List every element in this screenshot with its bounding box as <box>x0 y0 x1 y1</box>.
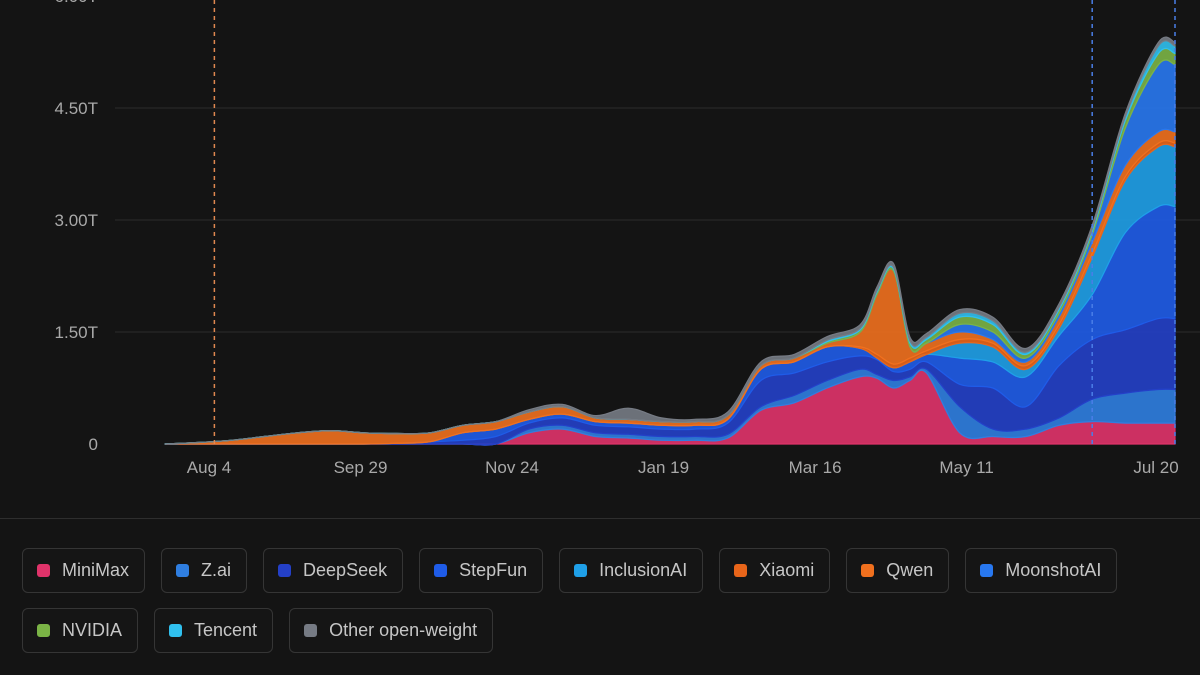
legend-row: MiniMax Z.ai DeepSeek StepFun InclusionAI Xia… <box>22 548 1192 593</box>
reference-lines <box>213 0 1176 444</box>
area-other-open-weight[interactable] <box>164 36 1176 445</box>
legend-item-moonshotai[interactable]: MoonshotAI <box>965 548 1118 593</box>
legend-label: InclusionAI <box>599 560 688 580</box>
legend-swatch <box>169 624 183 637</box>
y-tick-label: 4.50T <box>55 99 98 118</box>
legend-swatch <box>434 564 448 577</box>
legend-item-stepfun[interactable]: StepFun <box>419 548 544 593</box>
legend-label: DeepSeek <box>303 560 388 580</box>
series-areas <box>164 36 1176 446</box>
legend-item-xiaomi[interactable]: Xiaomi <box>719 548 831 593</box>
x-tick-label: May 11 <box>939 458 994 477</box>
legend-swatch <box>37 624 50 637</box>
legend-swatch <box>574 564 588 577</box>
y-tick-label: 0 <box>89 435 98 454</box>
x-tick-label: Jul 20 <box>1133 458 1178 477</box>
legend-item-inclusionai[interactable]: InclusionAI <box>559 548 704 593</box>
legend-label: Tencent <box>194 620 258 640</box>
x-axis-ticks: Aug 4 Sep 29 Nov 24 Jan 19 Mar 16 May 11 Jul 2… <box>187 458 1179 477</box>
legend: MiniMax Z.ai DeepSeek StepFun InclusionAI Xia… <box>22 548 1192 668</box>
x-tick-label: Nov 24 <box>485 458 539 477</box>
legend-row: NVIDIA Tencent Other open-weight <box>22 608 1192 653</box>
legend-swatch <box>278 564 292 577</box>
legend-item-qwen[interactable]: Qwen <box>846 548 950 593</box>
legend-item-nvidia[interactable]: NVIDIA <box>22 608 139 653</box>
legend-swatch <box>734 564 748 577</box>
x-tick-label: Aug 4 <box>187 458 231 477</box>
grid-lines <box>115 107 1200 333</box>
legend-swatch <box>980 564 994 577</box>
y-tick-label: 3.00T <box>55 211 98 230</box>
stacked-area-chart: 0 1.50T 3.00T 4.50T 6.00T Aug 4 Sep 29 Nov 24 J… <box>55 0 1200 477</box>
legend-item-deepseek[interactable]: DeepSeek <box>263 548 404 593</box>
x-tick-label: Mar 16 <box>789 458 842 477</box>
legend-label: MoonshotAI <box>1005 560 1102 580</box>
legend-label: Xiaomi <box>759 560 815 580</box>
legend-swatch <box>37 564 50 577</box>
y-axis-ticks: 0 1.50T 3.00T 4.50T 6.00T <box>55 0 98 454</box>
legend-item-z-ai[interactable]: Z.ai <box>161 548 248 593</box>
legend-label: Z.ai <box>201 560 232 580</box>
legend-label: Qwen <box>886 560 934 580</box>
legend-swatch <box>861 564 875 577</box>
legend-swatch <box>304 624 318 637</box>
x-tick-label: Sep 29 <box>334 458 388 477</box>
legend-label: MiniMax <box>62 560 130 580</box>
y-tick-label: 1.50T <box>55 323 98 342</box>
legend-swatch <box>176 564 190 577</box>
y-tick-label: 6.00T <box>55 0 98 6</box>
legend-item-tencent[interactable]: Tencent <box>154 608 274 653</box>
legend-item-other-open-weight[interactable]: Other open-weight <box>289 608 494 653</box>
legend-item-minimax[interactable]: MiniMax <box>22 548 146 593</box>
legend-divider <box>0 518 1200 519</box>
x-tick-label: Jan 19 <box>638 458 689 477</box>
legend-label: StepFun <box>459 560 528 580</box>
legend-label: NVIDIA <box>62 620 123 640</box>
legend-label: Other open-weight <box>329 620 478 640</box>
